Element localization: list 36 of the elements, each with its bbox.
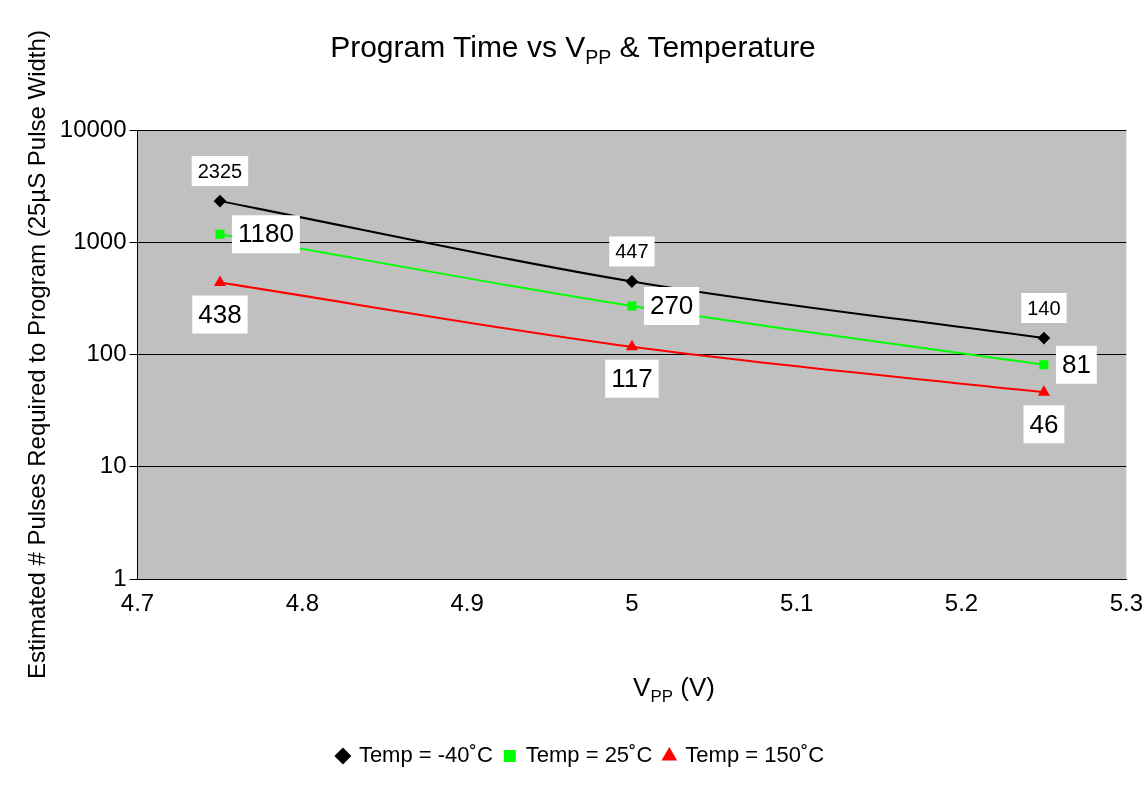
point <box>1037 332 1050 345</box>
data-label: 438 <box>198 298 242 329</box>
data-label: 270 <box>649 290 694 321</box>
point <box>215 229 225 239</box>
data-label: 2325 <box>197 159 243 182</box>
legend-label: Temp = 25˚C <box>525 742 653 768</box>
point <box>627 301 637 311</box>
x-tick-label: 4.8 <box>285 589 320 617</box>
x-axis-title: V$_{PP}$ (V) <box>632 672 716 708</box>
y-axis-title: Estimated # Pulses Required to Program (25µS Pulse Width) <box>23 30 51 679</box>
x-tick-label: 4.9 <box>450 589 484 617</box>
y-tick-label: 100 <box>86 339 127 367</box>
y-tick-label: 1 <box>113 563 127 591</box>
data-label: 46 <box>1029 408 1059 439</box>
data-label: 81 <box>1061 348 1091 379</box>
y-tick-label: 10000 <box>59 114 127 142</box>
point <box>625 275 638 288</box>
x-tick-label: 5.3 <box>1109 589 1144 617</box>
point <box>1039 360 1049 370</box>
x-tick-label: 5.1 <box>780 589 814 617</box>
point <box>213 195 226 208</box>
legend-label: Temp = -40˚C <box>358 742 493 768</box>
legend-label: Temp = 150˚C <box>685 742 825 768</box>
point <box>214 276 226 286</box>
x-tick-label: 5.2 <box>944 589 979 617</box>
point <box>1038 386 1050 396</box>
point <box>626 340 638 351</box>
data-label: 140 <box>1027 296 1061 319</box>
x-tick-label: 5 <box>625 589 639 617</box>
data-label: 1180 <box>237 218 294 249</box>
chart-title: Program Time vs V$_{PP}$ & Temperature <box>330 30 816 68</box>
y-tick-label: 10 <box>99 451 127 479</box>
data-label: 447 <box>615 240 649 263</box>
data-label: 117 <box>611 363 653 394</box>
y-tick-label: 1000 <box>73 226 127 254</box>
x-tick-label: 4.7 <box>120 589 155 617</box>
